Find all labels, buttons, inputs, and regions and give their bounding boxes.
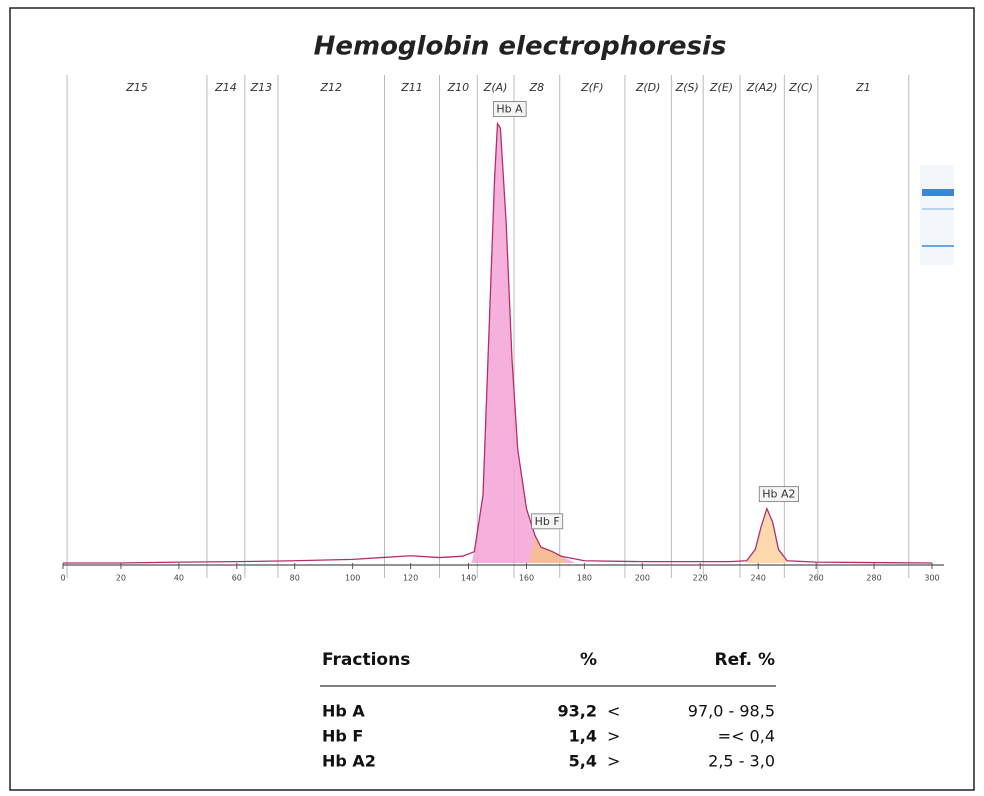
zone-label: Z1 [855,81,871,94]
table-cell: 5,4 [569,752,597,771]
table-cell: =< 0,4 [718,727,775,746]
x-tick-label: 140 [461,574,476,583]
zone-label: Z11 [400,81,423,94]
zone-label: Z15 [125,81,148,94]
zone-label: Z8 [529,81,545,94]
zone-label: Z12 [319,81,342,94]
x-tick-label: 240 [751,574,766,583]
x-tick-label: 0 [60,574,65,583]
x-tick-label: 60 [232,574,242,583]
zone-label: Z(E) [709,81,733,94]
zone-label: Z(A2) [746,81,778,94]
x-tick-label: 40 [174,574,184,583]
table-header: Fractions [322,650,410,670]
table-cell: > [607,752,620,771]
x-tick-label: 80 [290,574,300,583]
zone-label: Z(S) [675,81,699,94]
table-cell: 93,2 [558,702,597,721]
zone-label: Z10 [447,81,470,94]
table-cell: Hb A2 [322,752,376,771]
gel-strip [920,165,954,265]
zone-label: Z(A) [483,81,508,94]
x-tick-label: 180 [577,574,592,583]
x-tick-label: 280 [866,574,881,583]
zone-label: Z14 [214,81,237,94]
zone-label: Z13 [250,81,273,94]
table-cell: 97,0 - 98,5 [688,702,775,721]
table-cell: 2,5 - 3,0 [708,752,775,771]
peak-label: Hb A [496,103,523,116]
x-tick-label: 300 [924,574,939,583]
table-header: % [580,650,597,670]
table-cell: Hb A [322,702,365,721]
zone-label: Z(F) [580,81,603,94]
x-tick-label: 160 [519,574,534,583]
page: Hemoglobin electrophoresis Z15 Z14 Z13 Z12 Z… [0,0,984,796]
zone-label: Z(D) [635,81,661,94]
peak-label: Hb A2 [762,488,795,501]
chart-title: Hemoglobin electrophoresis [314,32,727,62]
x-tick-label: 100 [345,574,360,583]
x-tick-label: 200 [635,574,650,583]
table-cell: > [607,727,620,746]
report: Hemoglobin electrophoresis Z15 Z14 Z13 Z12 Z… [0,0,984,792]
table-cell: Hb F [322,727,363,746]
table-header: Ref. % [715,650,776,670]
table-cell: 1,4 [569,727,597,746]
zone-label: Z(C) [788,81,813,94]
x-tick-label: 220 [693,574,708,583]
x-tick-label: 20 [116,574,126,583]
x-tick-label: 120 [403,574,418,583]
peak-label: Hb F [535,515,560,528]
x-tick-label: 260 [808,574,823,583]
table-cell: < [607,702,620,721]
